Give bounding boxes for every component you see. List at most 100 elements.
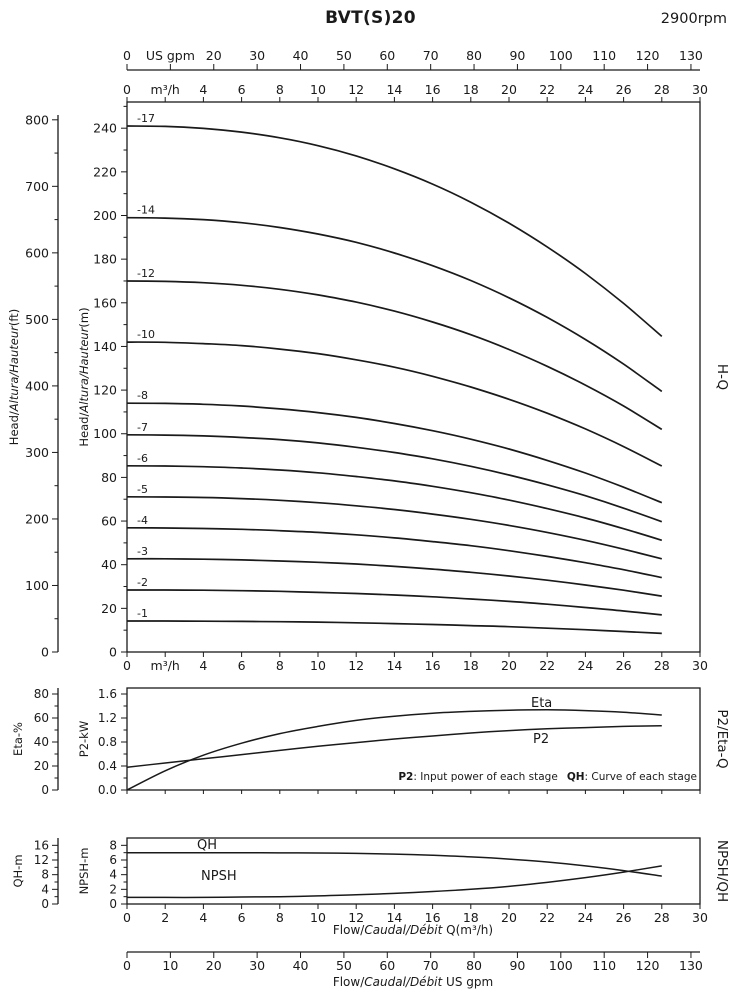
p2-tick-label: 1.2 xyxy=(98,711,117,725)
hq-curve-stage-1 xyxy=(127,620,662,635)
gpm-bottom-tick-label: 60 xyxy=(379,958,395,973)
hq-curve-stage-7 xyxy=(126,433,663,523)
m3h-top-tick-label: 4 xyxy=(199,82,207,97)
gpm-bottom-tick-label: 70 xyxy=(423,958,439,973)
m3h-top-tick-label: 20 xyxy=(501,82,517,97)
eta-tick-label: 0 xyxy=(41,783,49,797)
head-m-tick-label: 100 xyxy=(93,426,117,441)
eta-tick-label: 60 xyxy=(34,711,49,725)
stage-label: -1 xyxy=(137,607,148,620)
head-ft-tick-label: 100 xyxy=(25,578,49,593)
gpm-top-tick-label: 100 xyxy=(549,48,573,63)
gpm-top-tick-label: 60 xyxy=(379,48,395,63)
axis-title-part: Head/ xyxy=(77,412,91,447)
axis-title-part: (m) xyxy=(77,307,91,328)
axis-title-part: Flow/ xyxy=(332,923,365,937)
stage-label: -17 xyxy=(137,112,155,125)
mid-side-label: P2/Eta-Q xyxy=(714,709,730,769)
hq-curve-stage-12 xyxy=(126,280,663,431)
note-p2-desc: : Input power of each stage xyxy=(413,771,558,783)
npsh-m-tick-label: 0 xyxy=(109,897,117,911)
gpm-top-tick-label: US gpm xyxy=(146,48,195,63)
npsh-curve xyxy=(127,865,662,899)
gpm-top-tick-label: 70 xyxy=(423,48,439,63)
gpm-bottom-tick-label: 80 xyxy=(466,958,482,973)
m3h-bottom-tick-label: 2 xyxy=(161,910,169,925)
m3h-top-tick-label: 12 xyxy=(348,82,364,97)
hq-curve-stage-17 xyxy=(126,125,663,338)
gpm-top-tick-label: 0 xyxy=(123,48,131,63)
gpm-top-tick-label: 50 xyxy=(336,48,352,63)
axis-title-part: US gpm xyxy=(442,975,494,989)
m3h-top-tick-label: 28 xyxy=(654,82,670,97)
stage-label: -10 xyxy=(137,328,155,341)
stage-label: -14 xyxy=(137,204,155,217)
m3h-mid-tick-label: 14 xyxy=(386,658,402,673)
head-m-tick-label: 220 xyxy=(93,164,117,179)
head-m-tick-label: 20 xyxy=(101,601,117,616)
gpm-bottom-tick-label: 100 xyxy=(549,958,573,973)
gpm-bottom-tick-label: 0 xyxy=(123,958,131,973)
m3h-mid-tick-label: 26 xyxy=(616,658,632,673)
head-ft-tick-label: 700 xyxy=(25,179,49,194)
gpm-bottom-tick-label: 90 xyxy=(509,958,525,973)
gpm-bottom-tick-label: 110 xyxy=(592,958,616,973)
head-ft-tick-label: 300 xyxy=(25,445,49,460)
m3h-bottom-tick-label: 10 xyxy=(310,910,326,925)
axis-title-part: Caudal/Débit xyxy=(364,923,443,937)
hq-curve-stage-14 xyxy=(126,216,663,393)
axis-title-part: Altura/Hauteur xyxy=(77,327,91,413)
m3h-mid-tick-label: 4 xyxy=(199,658,207,673)
gpm-bottom-tick-label: 10 xyxy=(162,958,178,973)
hq-curve-stage-3 xyxy=(126,557,662,597)
qh-m-tick-label: 8 xyxy=(41,868,49,882)
m3h-mid-tick-label: 20 xyxy=(501,658,517,673)
m3h-bottom-tick-label: 24 xyxy=(577,910,593,925)
plot-frame xyxy=(126,837,701,905)
qh-curve xyxy=(126,851,662,877)
m3h-top-tick-label: 6 xyxy=(238,82,246,97)
m3h-mid-tick-label: 18 xyxy=(463,658,479,673)
rpm-label: 2900rpm xyxy=(660,11,727,27)
m3h-top-tick-label: 24 xyxy=(577,82,593,97)
gpm-bottom-tick-label: 20 xyxy=(206,958,222,973)
head-ft-tick-label: 200 xyxy=(25,511,49,526)
eta-tick-label: 40 xyxy=(34,735,49,749)
stage-label: -3 xyxy=(137,545,148,558)
gpm-top-tick-label: 130 xyxy=(679,48,703,63)
qh-m-tick-label: 16 xyxy=(34,838,49,852)
npsh-m-tick-label: 2 xyxy=(109,882,117,896)
m3h-bottom-tick-label: 6 xyxy=(238,910,246,925)
npsh-m-tick-label: 6 xyxy=(109,853,117,867)
hq-curve-stage-2 xyxy=(127,589,662,616)
m3h-mid-tick-label: 24 xyxy=(577,658,593,673)
head-m-tick-label: 200 xyxy=(93,208,117,223)
gpm-bottom-tick-label: 120 xyxy=(636,958,660,973)
m3h-bottom-tick-label: 14 xyxy=(386,910,402,925)
p2-tick-label: 0.8 xyxy=(98,735,117,749)
gpm-bottom-tick-label: 130 xyxy=(679,958,703,973)
m3h-bottom-tick-label: 4 xyxy=(199,910,207,925)
bot-side-label: NPSH/QH xyxy=(714,839,730,903)
m3h-bottom-tick-label: 12 xyxy=(348,910,364,925)
head-m-tick-label: 40 xyxy=(101,557,117,572)
main-side-label: H-Q xyxy=(714,363,730,391)
m3h-bottom-tick-label: 28 xyxy=(654,910,670,925)
hq-curve-stage-6 xyxy=(126,464,663,542)
stage-label: -12 xyxy=(137,267,155,280)
m3h-bottom-tick-label: 18 xyxy=(463,910,479,925)
hq-curve-stage-5 xyxy=(126,495,663,560)
gpm-top-tick-label: 120 xyxy=(636,48,660,63)
eta-curve xyxy=(126,709,662,791)
head-m-tick-label: 0 xyxy=(109,645,117,660)
qh-curve-label: QH xyxy=(197,838,218,853)
note-p2-term: P2 xyxy=(398,771,414,783)
m3h-bottom-tick-label: 26 xyxy=(616,910,632,925)
head-ft-tick-label: 400 xyxy=(25,378,49,393)
m3h-mid-tick-label: 8 xyxy=(276,658,284,673)
main-y-inner-axis-title: Head/Altura/Hauteur(m) xyxy=(77,307,91,446)
m3h-mid-tick-label: 12 xyxy=(348,658,364,673)
head-ft-tick-label: 600 xyxy=(25,245,49,260)
